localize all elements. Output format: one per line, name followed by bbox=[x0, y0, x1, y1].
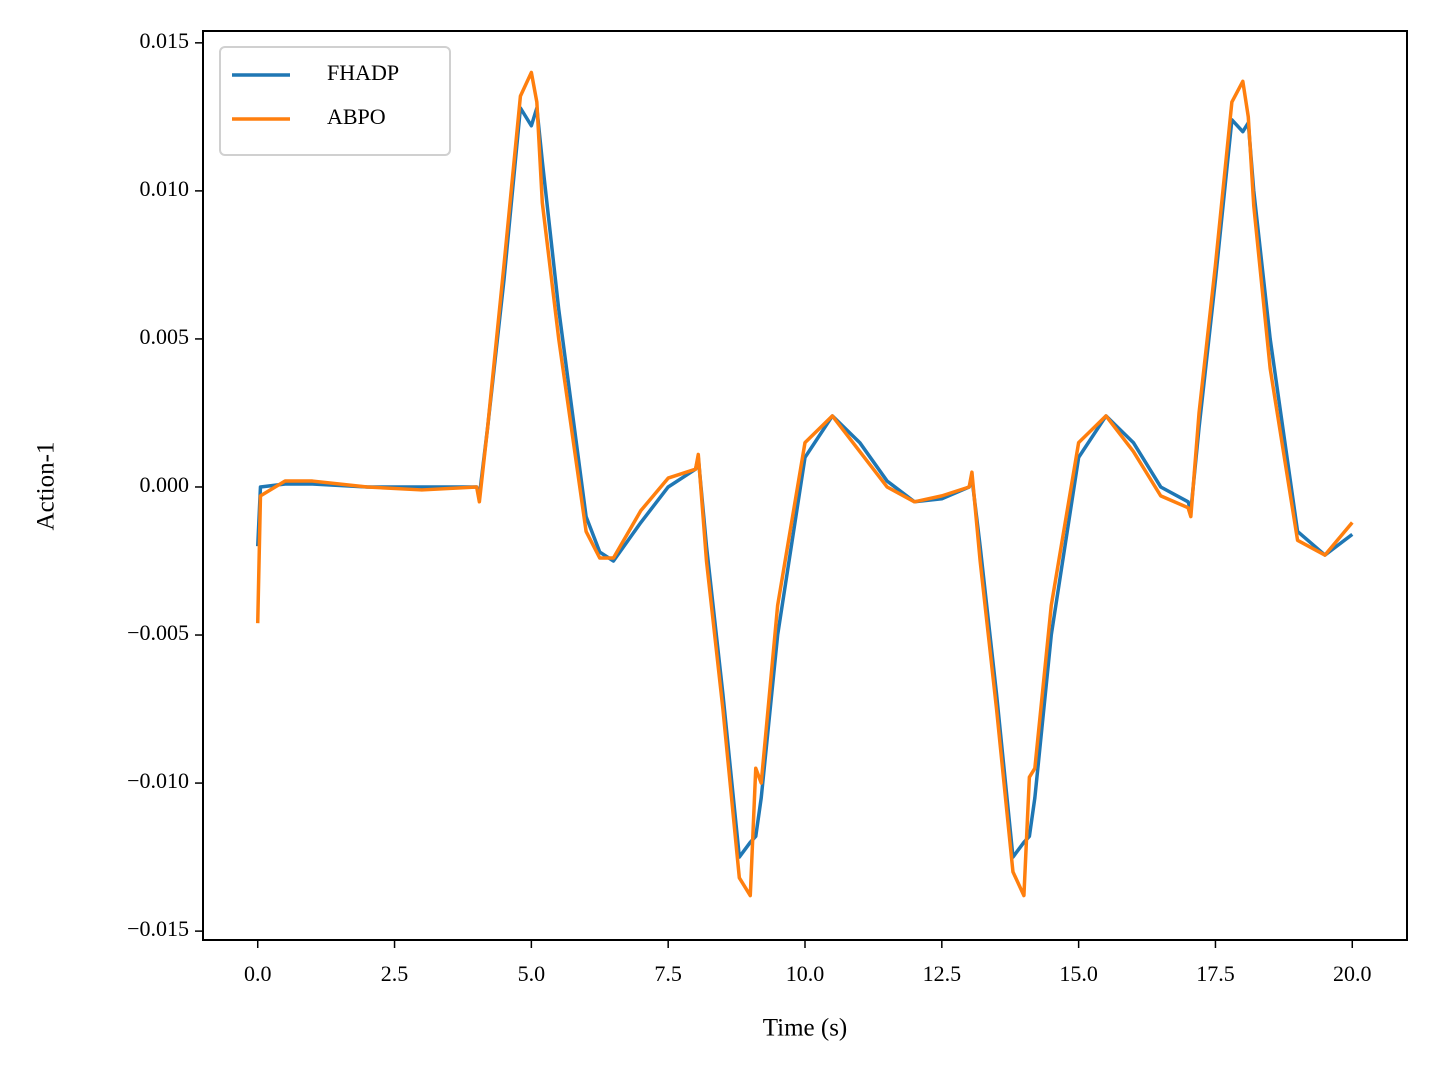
x-tick-label: 20.0 bbox=[1333, 961, 1372, 986]
y-tick-label: 0.005 bbox=[140, 324, 190, 349]
x-tick-label: 15.0 bbox=[1059, 961, 1098, 986]
series-line bbox=[255, 70, 1354, 898]
x-tick-label: 17.5 bbox=[1196, 961, 1235, 986]
y-tick-label: 0.000 bbox=[140, 472, 190, 497]
x-tick-label: 7.5 bbox=[654, 961, 682, 986]
x-tick-label: 12.5 bbox=[923, 961, 962, 986]
x-tick-label: 5.0 bbox=[518, 961, 546, 986]
legend-label: ABPO bbox=[327, 104, 386, 129]
y-tick-label: 0.010 bbox=[140, 176, 190, 201]
y-tick-label: −0.015 bbox=[127, 916, 189, 941]
y-tick-label: 0.015 bbox=[140, 28, 190, 53]
x-tick-label: 10.0 bbox=[786, 961, 825, 986]
y-tick-label: −0.005 bbox=[127, 620, 189, 645]
x-tick-label: 0.0 bbox=[244, 961, 272, 986]
x-tick-label: 2.5 bbox=[381, 961, 409, 986]
plot-frame bbox=[202, 30, 1408, 941]
y-tick-label: −0.010 bbox=[127, 768, 189, 793]
series-line bbox=[255, 106, 1354, 859]
y-axis-label: Action-1 bbox=[33, 442, 60, 531]
x-axis-label: Time (s) bbox=[763, 1015, 848, 1042]
legend-label: FHADP bbox=[327, 60, 399, 85]
